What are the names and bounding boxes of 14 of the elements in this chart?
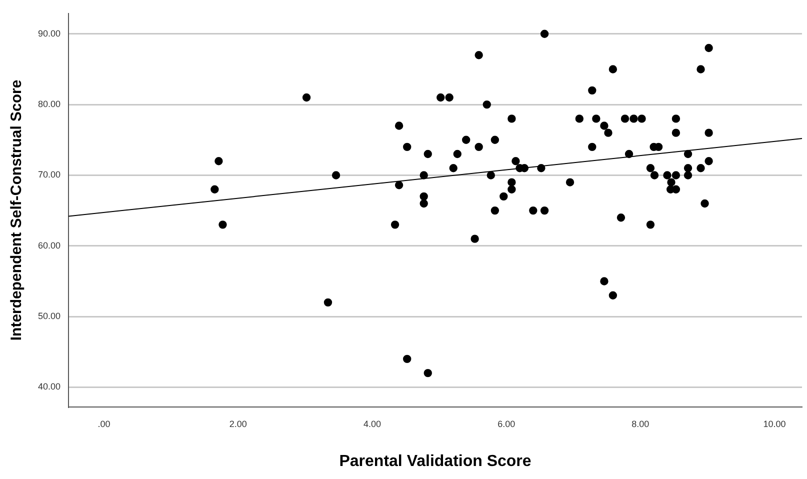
- y-tick-label: 80.00: [38, 99, 61, 110]
- y-tick-label: 90.00: [38, 28, 61, 38]
- x-tick-label: 4.00: [363, 418, 382, 429]
- x-tick-label: 6.00: [498, 418, 516, 429]
- x-tick-label: 2.00: [229, 418, 247, 429]
- y-tick-label: 60.00: [38, 240, 61, 250]
- y-axis-title: Interdependent Self-Construal Score: [8, 80, 26, 341]
- y-tick-label: 50.00: [38, 311, 61, 322]
- x-tick-label: 10.00: [763, 418, 786, 429]
- x-axis-title: Parental Validation Score: [339, 452, 532, 470]
- x-tick-label: .00: [98, 418, 110, 429]
- x-tick-label: 8.00: [632, 418, 650, 429]
- y-tick-label: 40.00: [38, 382, 61, 392]
- y-tick-label: 70.00: [38, 170, 61, 180]
